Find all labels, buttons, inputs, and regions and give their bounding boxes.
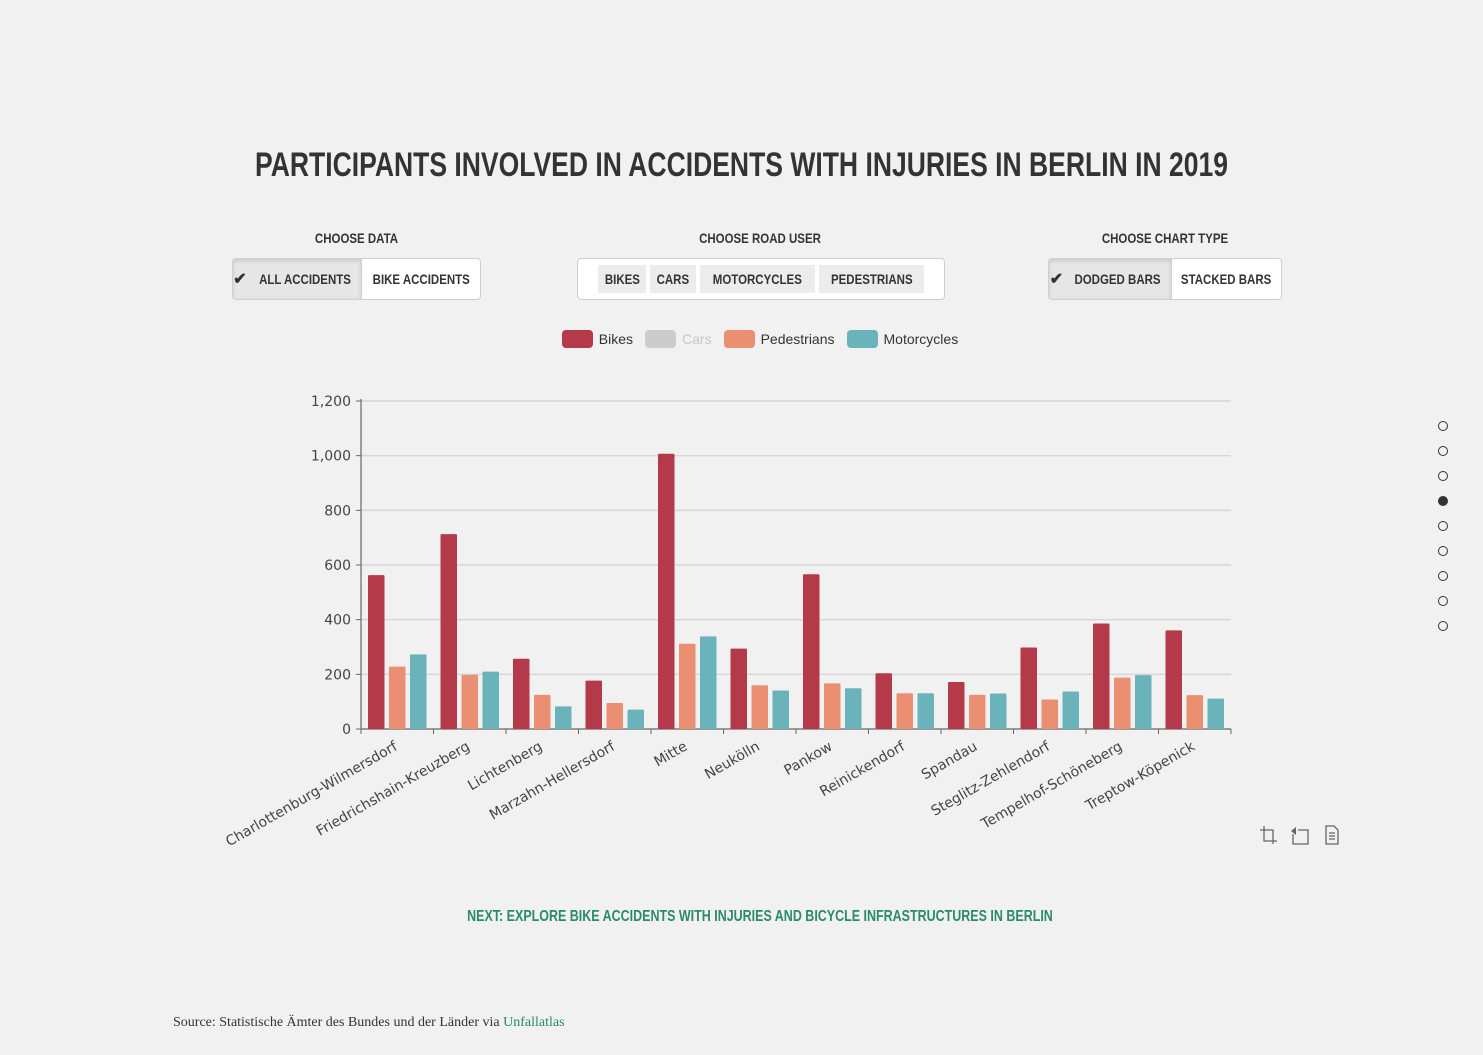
x-tick-label: Neukölln [702,739,763,783]
bar-motorcycles [482,671,499,729]
choose-road-user-label: CHOOSE ROAD USER [699,230,821,246]
bar-bikes [1093,623,1110,729]
bar-pedestrians [896,693,913,729]
x-tick-label: Friedrichshain-Kreuzberg [314,739,473,840]
legend-swatch [723,330,755,348]
bar-pedestrians [679,643,696,729]
section-nav-dot[interactable] [1438,571,1448,581]
bar-pedestrians [1186,695,1203,729]
dodged-bars-button[interactable]: ✔ DODGED BARS [1049,259,1172,299]
bar-pedestrians [751,685,768,729]
bar-bikes [803,574,820,729]
bar-motorcycles [1207,698,1224,729]
legend-swatch [846,330,878,348]
check-icon: ✔ [1049,271,1064,288]
bar-bikes [948,681,965,729]
all-accidents-button[interactable]: ✔ ALL ACCIDENTS [233,259,362,299]
section-nav-dot[interactable] [1438,596,1448,606]
bar-bikes [1020,647,1037,729]
road-user-motorcycles-chip[interactable]: MOTORCYCLES [700,265,815,293]
x-tick-label: Marzahn-Hellersdorf [487,738,619,823]
bar-pedestrians [534,694,551,729]
bar-bikes [658,453,675,729]
bar-pedestrians [606,703,623,729]
section-nav-dot-active[interactable] [1438,496,1448,506]
y-tick-label: 600 [324,558,351,574]
data-view-icon[interactable] [1322,824,1342,846]
bar-bikes [875,673,892,729]
choose-chart-type-label: CHOOSE CHART TYPE [1101,230,1229,246]
legend-item-cars[interactable]: Cars [645,330,712,348]
legend-item-pedestrians[interactable]: Pedestrians [723,330,835,348]
legend-swatch [561,330,593,348]
y-tick-label: 400 [324,613,351,629]
x-tick-label: Charlottenburg-Wilmersdorf [223,738,401,850]
section-nav-dot[interactable] [1438,521,1448,531]
bar-pedestrians [1041,699,1058,729]
legend-item-motorcycles[interactable]: Motorcycles [846,330,958,348]
x-tick-label: Reinickendorf [817,738,908,800]
road-user-selector: BIKES CARS MOTORCYCLES PEDESTRIANS [577,258,945,300]
check-icon: ✔ [233,271,247,288]
next-section-link[interactable]: NEXT: EXPLORE BIKE ACCIDENTS WITH INJURI… [467,908,1053,925]
section-nav [1438,421,1448,646]
stacked-bars-button[interactable]: STACKED BARS [1181,271,1272,287]
section-nav-dot[interactable] [1438,546,1448,556]
restore-icon[interactable] [1290,824,1310,846]
x-tick-label: Treptow-Köpenick [1082,738,1198,814]
y-tick-label: 1,000 [311,449,351,465]
bar-motorcycles [845,688,862,729]
bar-pedestrians [824,683,841,729]
choose-data-label: CHOOSE DATA [314,230,399,246]
bar-bikes [440,534,457,729]
section-nav-dot[interactable] [1438,621,1448,631]
chart-toolbox [1258,824,1342,846]
bar-bikes [1165,630,1182,729]
bar-motorcycles [990,693,1007,729]
section-nav-dot[interactable] [1438,471,1448,481]
unfallatlas-link[interactable]: Unfallatlas [503,1015,565,1030]
bar-motorcycles [1135,675,1152,729]
source-note: Source: Statistische Ämter des Bundes un… [173,1015,565,1030]
section-nav-dot[interactable] [1438,446,1448,456]
y-tick-label: 0 [342,722,351,738]
x-tick-label: Tempelhof-Schöneberg [978,739,1125,833]
legend-swatch [645,330,677,348]
bar-bikes [730,648,747,729]
x-tick-label: Lichtenberg [465,739,545,794]
road-user-pedestrians-chip[interactable]: PEDESTRIANS [818,265,925,293]
bar-motorcycles [627,709,644,729]
bar-pedestrians [1114,677,1131,729]
bar-bikes [585,680,602,729]
road-user-bikes-chip[interactable]: BIKES [597,265,647,293]
y-tick-label: 1,200 [311,394,351,410]
legend-item-bikes[interactable]: Bikes [561,330,633,348]
chart-legend: Bikes Cars Pedestrians Motorcycles [0,330,1483,348]
x-tick-label: Steglitz-Zehlendorf [929,738,1054,819]
section-nav-dot[interactable] [1438,421,1448,431]
x-tick-label: Mitte [651,739,690,771]
x-tick-label: Pankow [781,739,835,779]
bar-motorcycles [410,654,427,729]
bar-motorcycles [555,706,572,729]
bar-pedestrians [969,694,986,729]
bar-motorcycles [772,690,789,729]
bar-motorcycles [917,693,934,729]
bar-motorcycles [700,636,717,729]
bar-bikes [513,658,530,729]
page-title: PARTICIPANTS INVOLVED IN ACCIDENTS WITH … [254,146,1229,184]
zoom-icon[interactable] [1258,824,1278,846]
bar-bikes [368,575,385,729]
chart-type-toggle-group: ✔ DODGED BARS STACKED BARS [1048,258,1282,300]
x-tick-label: Spandau [919,739,980,784]
bar-pedestrians [461,674,478,729]
data-toggle-group: ✔ ALL ACCIDENTS BIKE ACCIDENTS [232,258,481,300]
road-user-cars-chip[interactable]: CARS [650,265,697,293]
bar-pedestrians [389,666,406,729]
bar-motorcycles [1062,691,1079,729]
y-tick-label: 800 [324,503,351,519]
bike-accidents-button[interactable]: BIKE ACCIDENTS [372,271,470,287]
y-tick-label: 200 [324,667,351,683]
